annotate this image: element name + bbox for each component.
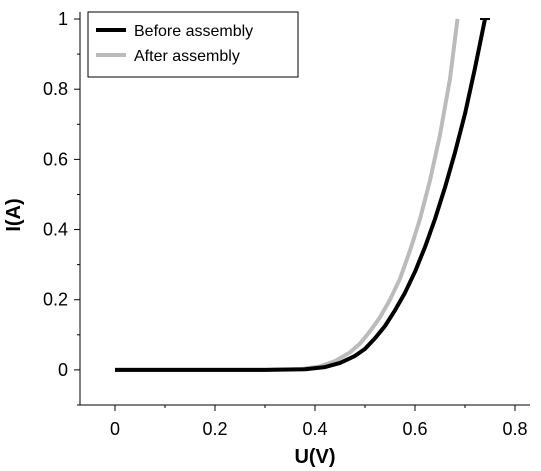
y-tick-label: 0 bbox=[58, 360, 68, 380]
y-axis-label: I(A) bbox=[3, 198, 25, 231]
x-tick-label: 0.8 bbox=[502, 419, 527, 439]
x-tick-label: 0.6 bbox=[402, 419, 427, 439]
ticks: 0 0.2 0.4 0.6 0.8 1 0 0.2 0.4 0.6 0.8 bbox=[43, 9, 528, 439]
series-lines bbox=[115, 18, 490, 372]
legend: Before assembly After assembly bbox=[87, 11, 299, 78]
x-tick-label: 0 bbox=[110, 419, 120, 439]
x-tick-label: 0.4 bbox=[302, 419, 327, 439]
x-tick-label: 0.2 bbox=[202, 419, 227, 439]
y-tick-label: 1 bbox=[58, 9, 68, 29]
legend-box bbox=[87, 11, 299, 78]
y-tick-label: 0.2 bbox=[43, 290, 68, 310]
series-before-assembly-line bbox=[115, 18, 487, 372]
y-tick-label: 0.4 bbox=[43, 220, 68, 240]
axes bbox=[79, 12, 530, 406]
legend-label-before-assembly: Before assembly bbox=[134, 23, 253, 40]
x-axis-label: U(V) bbox=[294, 446, 335, 468]
y-tick-label: 0.6 bbox=[43, 149, 68, 169]
y-tick-label: 0.8 bbox=[43, 79, 68, 99]
legend-label-after-assembly: After assembly bbox=[134, 48, 240, 65]
